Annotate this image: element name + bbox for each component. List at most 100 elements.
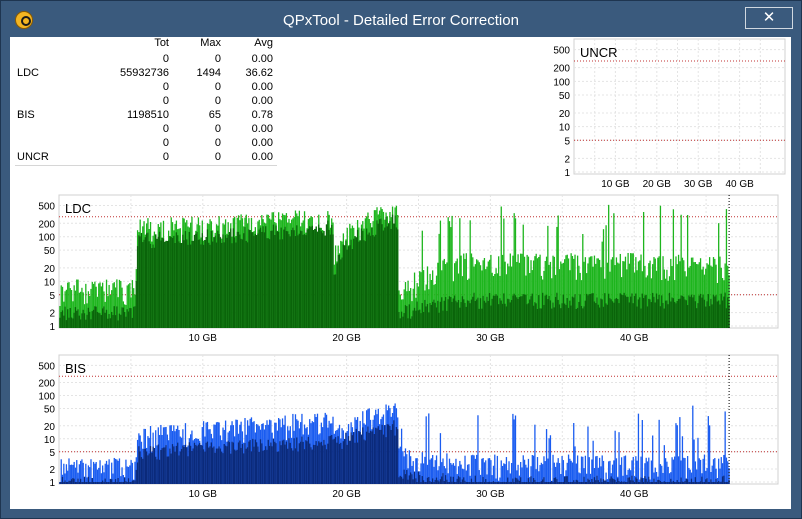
bis-avg-bar [667, 482, 669, 484]
ldc-avg-bar [81, 313, 83, 328]
bis-avg-bar [134, 480, 136, 484]
ldc-max-bar [557, 215, 559, 328]
ldc-max-bar [591, 256, 593, 328]
bis-avg-bar [433, 482, 435, 484]
ldc-max-bar [483, 257, 486, 328]
bis-avg-bar [597, 480, 599, 484]
stats-avg-value: 36.62 [245, 67, 273, 79]
ldc-avg-bar [554, 296, 557, 328]
ldc-avg-bar [241, 239, 244, 328]
ldc-avg-bar [587, 295, 589, 328]
ldc-max-bar [435, 275, 438, 328]
ldc-y-tick-label: 2 [49, 309, 55, 320]
bis-avg-bar [529, 482, 531, 484]
bis-max-bar [520, 462, 522, 484]
uncr-y-tick-label: 200 [553, 64, 570, 75]
bis-avg-bar [133, 480, 135, 484]
bis-max-bar [507, 470, 509, 484]
bis-avg-bar [217, 448, 219, 484]
ldc-avg-bar [164, 241, 166, 328]
bis-avg-bar [540, 481, 543, 484]
bis-max-bar [513, 419, 515, 484]
bis-max-bar [708, 425, 711, 484]
ldc-avg-bar [461, 296, 464, 328]
bis-avg-bar [688, 482, 690, 484]
title-bar[interactable]: QPxTool - Detailed Error Correction ✕ [1, 1, 801, 37]
bis-avg-bar [212, 447, 214, 484]
bis-avg-bar [196, 446, 198, 484]
bis-avg-bar [404, 474, 407, 484]
ldc-max-bar [601, 241, 603, 328]
bis-avg-bar [316, 445, 319, 484]
bis-avg-bar [716, 482, 719, 484]
ldc-max-bar [658, 256, 660, 328]
bis-max-bar [479, 474, 482, 484]
bis-avg-bar [232, 442, 235, 484]
ldc-avg-bar [654, 302, 656, 328]
ldc-max-bar [514, 218, 517, 328]
bis-max-bar [472, 454, 474, 484]
ldc-avg-bar [564, 303, 566, 328]
bis-avg-bar [518, 480, 521, 484]
bis-avg-bar [421, 476, 423, 484]
bis-avg-bar [492, 481, 495, 484]
bis-avg-bar [455, 482, 457, 484]
bis-avg-bar [320, 441, 323, 484]
bis-avg-bar [645, 478, 647, 484]
bis-avg-bar [64, 480, 66, 484]
bis-avg-bar [375, 427, 377, 484]
bis-max-bar [76, 460, 78, 484]
bis-max-bar [90, 459, 92, 484]
bis-avg-bar [429, 481, 431, 484]
ldc-avg-bar [412, 310, 414, 328]
bis-max-bar [574, 446, 576, 484]
bis-avg-bar [307, 436, 310, 484]
bis-max-bar [402, 451, 404, 484]
bis-avg-bar [476, 482, 478, 484]
bis-max-bar [645, 457, 647, 484]
bis-avg-bar [230, 453, 232, 484]
ldc-avg-bar [675, 303, 677, 328]
bis-avg-bar [223, 444, 225, 484]
bis-max-bar [446, 453, 448, 484]
bis-avg-bar [456, 478, 458, 484]
ldc-max-bar [90, 288, 92, 328]
bis-avg-bar [496, 482, 499, 484]
ldc-max-bar [443, 258, 445, 328]
ldc-avg-bar [213, 237, 215, 328]
close-button[interactable]: ✕ [745, 7, 793, 29]
bis-avg-bar [558, 482, 561, 484]
bis-avg-bar [292, 450, 294, 484]
ldc-avg-bar [285, 231, 288, 328]
bis-avg-bar [340, 442, 342, 484]
bis-max-bar [653, 472, 655, 484]
bis-max-bar [583, 468, 585, 484]
bis-avg-bar [366, 431, 368, 484]
ldc-max-bar [631, 253, 633, 328]
ldc-avg-bar [719, 304, 721, 328]
bis-avg-bar [466, 482, 469, 484]
ldc-max-bar [505, 274, 508, 328]
bis-max-bar [101, 465, 104, 484]
ldc-avg-bar [362, 230, 364, 328]
ldc-max-bar [640, 254, 642, 328]
bis-max-bar [556, 462, 558, 484]
ldc-avg-bar [645, 294, 647, 328]
bis-max-bar [488, 458, 491, 484]
bis-avg-bar [587, 478, 589, 484]
bis-max-bar [668, 473, 671, 484]
bis-max-bar [105, 460, 108, 484]
bis-max-bar [424, 456, 426, 484]
ldc-avg-bar [307, 228, 310, 328]
bis-max-bar [455, 458, 457, 484]
bis-max-bar [512, 413, 514, 484]
bis-avg-bar [604, 480, 606, 484]
ldc-max-bar [567, 258, 570, 328]
bis-max-bar [575, 463, 577, 484]
ldc-avg-bar [337, 254, 339, 328]
stats-row-label: UNCR [17, 151, 49, 163]
ldc-avg-bar [324, 235, 326, 328]
ldc-avg-bar [240, 238, 242, 328]
bis-avg-bar [60, 482, 62, 484]
